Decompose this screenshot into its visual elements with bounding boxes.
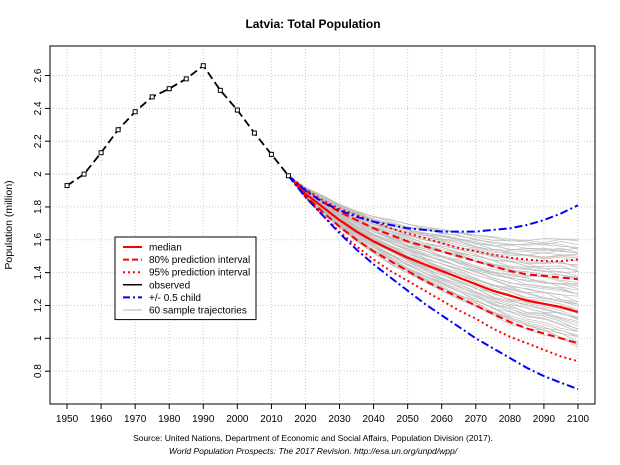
observed-point [132,109,138,115]
x-tick-label: 1950 [56,414,79,425]
legend-label-median: median [149,243,182,254]
x-axis: 1950 1960 1970 1980 1990 2000 2010 2020 2030 2040… [56,404,590,425]
x-tick-label: 2080 [499,414,522,425]
series-line-95-upper [287,174,579,263]
x-tick-label: 2030 [328,414,351,425]
sample-trajectory-line [288,175,579,330]
sample-trajectory-line [288,175,579,303]
sample-trajectories [288,175,579,348]
source-line-1: Source: United Nations, Department of Ec… [133,433,493,443]
y-tick-label: 1.6 [33,232,44,246]
x-tick-label: 1970 [124,414,147,425]
sample-trajectory-line [288,175,579,295]
observed-point [149,94,155,100]
legend-label-half_child: +/- 0.5 child [149,293,201,304]
sample-trajectory-line [288,175,579,290]
source-line-2: World Population Prospects: The 2017 Rev… [169,446,459,456]
y-tick-label: 0.8 [33,364,44,378]
series-line-80-upper [287,174,579,281]
y-tick-label: 1 [33,335,44,341]
observed-point [268,151,274,157]
observed-point [217,87,223,93]
sample-trajectory-line [288,175,579,250]
observed-point [285,173,291,179]
x-tick-label: 2100 [567,414,590,425]
observed-point [251,130,257,136]
y-tick-label: 1.2 [33,298,44,312]
sample-trajectory-line [288,175,579,246]
plot-frame [49,45,596,405]
observed-point [98,150,104,156]
observed-point [166,86,172,92]
series-line-median [287,174,579,314]
y-axis-label: Population (million) [3,180,15,269]
x-tick-label: 2010 [260,414,283,425]
x-tick-label: 2020 [294,414,317,425]
x-tick-label: 1990 [192,414,215,425]
x-tick-label: 2070 [465,414,488,425]
observed-point [183,76,189,82]
sample-trajectory-line [288,175,579,311]
series-lines [66,64,579,391]
x-tick-label: 2050 [397,414,420,425]
observed-point [115,127,121,133]
sample-trajectory-line [288,175,579,310]
observed-points [64,63,291,189]
legend-label-pi80: 80% prediction interval [149,255,250,266]
x-tick-label: 2000 [226,414,249,425]
x-tick-label: 2060 [431,414,454,425]
observed-line [66,64,290,187]
sample-trajectory-line [288,175,579,284]
y-tick-label: 1.4 [33,265,44,279]
x-tick-label: 2040 [362,414,385,425]
observed-point [234,107,240,113]
y-tick-label: 2.4 [33,101,44,115]
x-tick-label: 1960 [90,414,113,425]
observed-point [64,183,70,189]
series-line-80-lower [287,175,579,345]
chart-title: Latvia: Total Population [245,17,380,31]
y-tick-label: 2 [33,171,44,177]
legend-label-pi95: 95% prediction interval [149,268,250,279]
x-tick-label: 1980 [158,414,181,425]
series-line-0-5-child [287,175,579,391]
y-tick-label: 2.6 [33,68,44,82]
y-tick-label: 2.2 [33,134,44,148]
observed-point [81,171,87,177]
sample-trajectory-line [288,175,579,241]
y-tick-label: 1.8 [33,200,44,214]
observed-point [200,63,206,69]
y-axis: 0.8 1 1.2 1.4 1.6 1.8 2 2.2 2.4 2.6 [33,68,50,378]
legend-box [114,236,257,321]
grid [50,46,595,404]
legend-label-trajectories: 60 sample trajectories [149,306,247,317]
sample-trajectory-line [288,175,579,271]
x-tick-label: 2090 [533,414,556,425]
legend-label-observed: observed [149,280,190,291]
